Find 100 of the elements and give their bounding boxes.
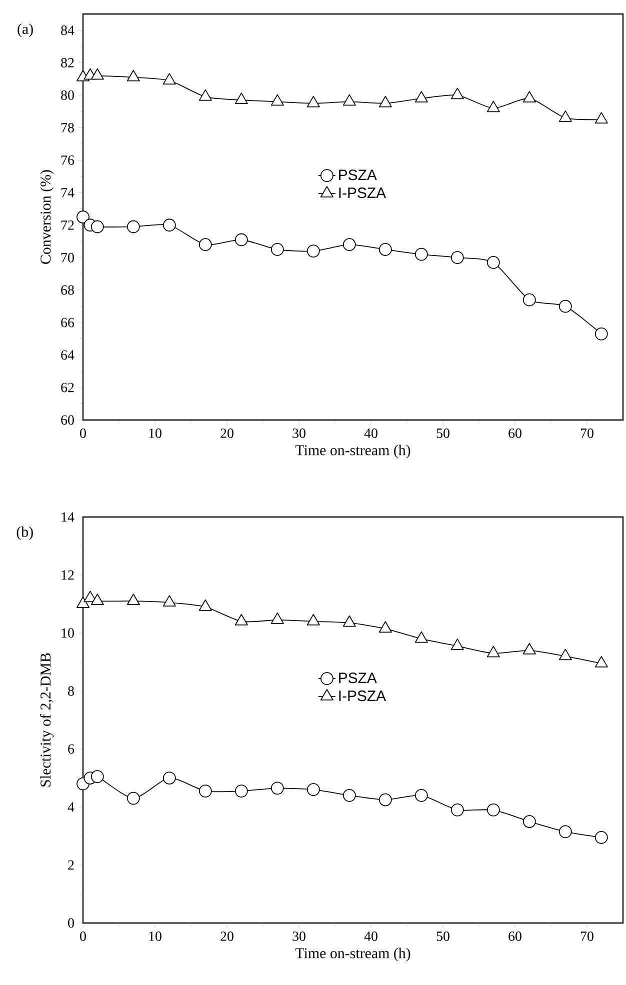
y-tick-label: 12 bbox=[62, 570, 74, 580]
point bbox=[414, 788, 428, 802]
x-tick-label: 50 bbox=[436, 428, 450, 438]
y-tick-label: 80 bbox=[61, 90, 74, 100]
y-tick-label: 60 bbox=[61, 415, 74, 425]
x-axis-title: Time on-stream (h) bbox=[295, 444, 410, 458]
legend-label: I-PSZA bbox=[339, 690, 386, 702]
point bbox=[342, 94, 356, 106]
x-tick-label: 70 bbox=[580, 932, 594, 941]
point bbox=[594, 656, 608, 668]
point bbox=[558, 648, 572, 660]
y-axis-title: Slectivity of 2,2-DMB bbox=[40, 653, 54, 786]
point bbox=[558, 825, 572, 838]
point bbox=[414, 631, 428, 643]
point bbox=[90, 68, 104, 80]
point bbox=[76, 210, 90, 224]
point bbox=[306, 614, 320, 626]
point bbox=[486, 646, 500, 658]
y-tick-label: 74 bbox=[61, 188, 74, 198]
x-tick-label: 60 bbox=[508, 932, 522, 941]
point bbox=[126, 594, 140, 606]
point bbox=[270, 612, 284, 624]
point bbox=[162, 218, 176, 232]
point bbox=[594, 327, 608, 340]
point bbox=[486, 803, 500, 816]
y-tick-label: 64 bbox=[61, 350, 74, 360]
text: (a) bbox=[18, 23, 33, 38]
point bbox=[486, 256, 500, 269]
y-tick-label: 66 bbox=[61, 318, 74, 328]
point bbox=[198, 784, 212, 798]
point bbox=[450, 88, 464, 100]
point bbox=[162, 595, 176, 607]
point bbox=[414, 91, 428, 102]
point bbox=[594, 831, 608, 844]
point bbox=[450, 803, 464, 816]
point bbox=[270, 243, 284, 256]
point bbox=[342, 238, 356, 252]
point bbox=[126, 70, 140, 82]
point bbox=[90, 770, 104, 784]
point bbox=[76, 596, 90, 608]
point bbox=[450, 251, 464, 264]
point bbox=[522, 642, 536, 654]
y-tick-label: 82 bbox=[61, 58, 74, 68]
x-tick-label: 0 bbox=[80, 932, 86, 941]
legend-label: PSZA bbox=[339, 170, 377, 180]
point bbox=[270, 782, 284, 795]
x-tick-label: 20 bbox=[220, 428, 234, 438]
y-tick-label: 0 bbox=[68, 918, 74, 928]
point bbox=[198, 599, 212, 611]
y-tick-label: 10 bbox=[62, 628, 74, 638]
y-tick-label: 2 bbox=[68, 860, 74, 870]
x-tick-label: 30 bbox=[292, 932, 306, 941]
point bbox=[558, 300, 572, 313]
point bbox=[198, 89, 212, 101]
point bbox=[198, 238, 212, 252]
x-tick-label: 10 bbox=[149, 428, 162, 438]
point bbox=[342, 615, 356, 627]
x-tick-label: 20 bbox=[220, 932, 234, 941]
point bbox=[594, 112, 608, 124]
y-tick-label: 68 bbox=[61, 285, 74, 295]
y-tick-label: 6 bbox=[68, 744, 74, 754]
point bbox=[234, 92, 248, 104]
point bbox=[306, 244, 320, 258]
legend-label: I-PSZA bbox=[339, 188, 386, 198]
y-tick-label: 72 bbox=[61, 220, 74, 230]
x-axis-title: Time on-stream (h) bbox=[295, 948, 410, 962]
point bbox=[162, 73, 176, 85]
x-tick-label: 70 bbox=[580, 428, 594, 438]
point bbox=[90, 594, 104, 606]
point bbox=[486, 100, 500, 112]
point bbox=[306, 96, 320, 108]
y-axis-title: Conversion (%) bbox=[40, 170, 54, 264]
point bbox=[342, 788, 356, 802]
point bbox=[90, 220, 104, 234]
x-tick-label: 40 bbox=[364, 428, 378, 438]
point bbox=[522, 293, 536, 306]
x-tick-label: 60 bbox=[508, 428, 522, 438]
point bbox=[234, 614, 248, 626]
legend-label: PSZA bbox=[339, 672, 377, 684]
point bbox=[522, 815, 536, 828]
y-tick-label: 78 bbox=[61, 122, 74, 132]
x-tick-label: 0 bbox=[80, 428, 86, 438]
y-tick-label: 8 bbox=[68, 686, 74, 696]
point bbox=[126, 220, 140, 234]
point bbox=[162, 772, 176, 784]
x-tick-label: 30 bbox=[292, 428, 306, 438]
point bbox=[414, 248, 428, 261]
point bbox=[450, 638, 464, 650]
point bbox=[234, 233, 248, 246]
point bbox=[126, 792, 140, 805]
point bbox=[306, 783, 320, 796]
y-tick-label: 62 bbox=[61, 382, 74, 392]
point bbox=[378, 96, 392, 108]
y-tick-label: 4 bbox=[68, 802, 74, 812]
y-tick-label: 76 bbox=[61, 155, 74, 165]
x-tick-label: 10 bbox=[149, 932, 162, 941]
y-tick-label: 84 bbox=[61, 26, 74, 35]
text: (b) bbox=[16, 526, 33, 540]
point bbox=[522, 91, 536, 102]
point bbox=[270, 94, 284, 106]
